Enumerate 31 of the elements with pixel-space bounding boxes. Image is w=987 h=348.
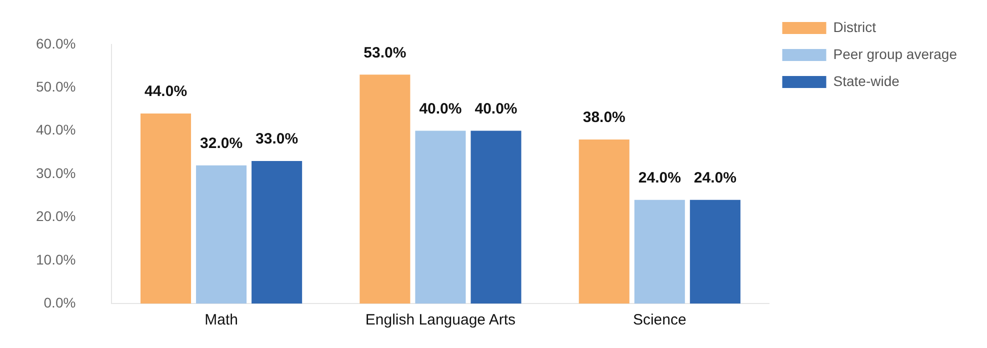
data-label: 33.0% [256,130,298,148]
data-label: 24.0% [638,170,681,187]
data-label: 40.0% [419,100,462,118]
y-tick-label: 50.0% [36,78,76,94]
legend-label: District [833,18,876,35]
data-label: 32.0% [200,135,243,152]
bar [470,130,522,304]
bar [252,161,302,304]
data-label: 44.0% [144,83,188,100]
bar [578,139,630,304]
y-tick-label: 40.0% [36,122,76,138]
y-tick-label: 0.0% [44,294,76,310]
data-label: 53.0% [364,44,406,62]
y-tick-label: 10.0% [36,251,76,268]
x-tick-label: Math [204,312,238,329]
legend-label: Peer group average [833,46,958,62]
x-tick-label: Science [632,312,686,329]
bar [634,200,685,304]
bar [360,74,410,304]
bar [415,130,466,304]
y-tick-label: 30.0% [36,164,76,181]
x-tick-label: English Language Arts [365,312,516,329]
y-tick-label: 60.0% [36,35,76,52]
bar [196,165,247,304]
data-label: 24.0% [694,170,736,187]
legend-label: State-wide [833,72,900,89]
data-label: 40.0% [474,100,518,118]
bar [690,200,740,304]
data-label: 38.0% [582,109,626,126]
y-tick-label: 20.0% [36,208,76,224]
bar [140,114,192,304]
